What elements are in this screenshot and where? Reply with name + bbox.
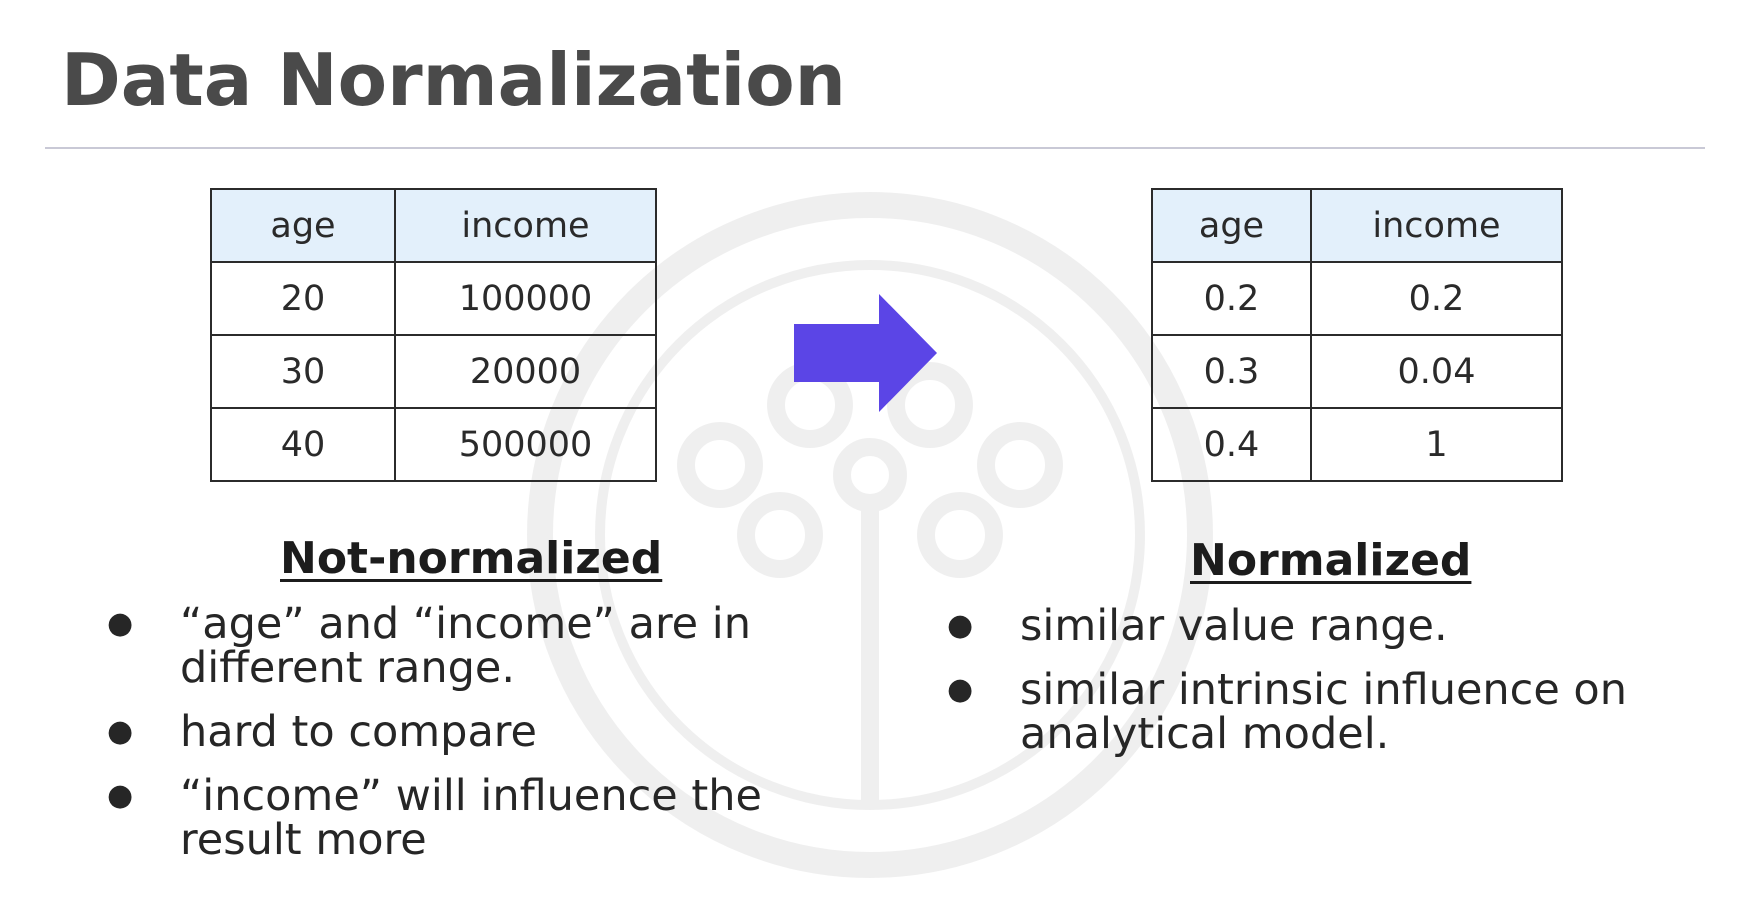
- normalized-heading: Normalized: [1190, 535, 1472, 586]
- header-income: income: [394, 188, 657, 263]
- cell-age: 0.2: [1151, 261, 1312, 336]
- list-item-text: similar intrinsic influence on analytica…: [1020, 665, 1627, 759]
- table-header-row: age income: [1151, 188, 1563, 263]
- normalized-bullet-list: ● similar value range. ● similar intrinsic…: [947, 601, 1660, 776]
- table-row: 40 500000: [210, 407, 657, 482]
- list-item: ● similar intrinsic influence on analytic…: [947, 665, 1660, 759]
- cell-age: 0.4: [1151, 407, 1312, 482]
- bullet-icon: ●: [107, 606, 134, 641]
- table-row: 0.4 1: [1151, 407, 1563, 482]
- cell-age: 20: [210, 261, 396, 336]
- cell-income: 20000: [394, 334, 657, 409]
- table-header-row: age income: [210, 188, 657, 263]
- table-row: 0.2 0.2: [1151, 261, 1563, 336]
- list-item-text: hard to compare: [180, 707, 537, 757]
- normalized-table: age income 0.2 0.2 0.3 0.04 0.4 1: [1151, 188, 1563, 482]
- list-item-text: “age” and “income” are in different rang…: [180, 599, 752, 693]
- list-item-text: “income” will influence the result more: [180, 771, 762, 865]
- not-normalized-bullet-list: ● “age” and “income” are in different ran…: [107, 599, 840, 882]
- cell-age: 0.3: [1151, 334, 1312, 409]
- right-arrow-icon: [794, 294, 937, 412]
- bullet-icon: ●: [947, 608, 974, 643]
- list-item: ● “age” and “income” are in different ran…: [107, 599, 840, 693]
- cell-income: 0.2: [1310, 261, 1563, 336]
- cell-income: 100000: [394, 261, 657, 336]
- watermark-logo-icon: [527, 192, 1213, 878]
- cell-income: 0.04: [1310, 334, 1563, 409]
- list-item: ● hard to compare: [107, 707, 840, 757]
- bullet-icon: ●: [107, 714, 134, 749]
- not-normalized-table: age income 20 100000 30 20000 40 500000: [210, 188, 657, 482]
- cell-income: 1: [1310, 407, 1563, 482]
- title-divider: [45, 147, 1705, 149]
- cell-age: 40: [210, 407, 396, 482]
- page-title: Data Normalization: [61, 38, 846, 122]
- list-item: ● similar value range.: [947, 601, 1660, 651]
- not-normalized-heading: Not-normalized: [280, 533, 663, 584]
- list-item: ● “income” will influence the result more: [107, 771, 840, 865]
- list-item-text: similar value range.: [1020, 601, 1448, 651]
- header-income: income: [1310, 188, 1563, 263]
- header-age: age: [1151, 188, 1312, 263]
- cell-income: 500000: [394, 407, 657, 482]
- header-age: age: [210, 188, 396, 263]
- table-row: 30 20000: [210, 334, 657, 409]
- table-row: 0.3 0.04: [1151, 334, 1563, 409]
- bullet-icon: ●: [107, 778, 134, 813]
- bullet-icon: ●: [947, 672, 974, 707]
- cell-age: 30: [210, 334, 396, 409]
- table-row: 20 100000: [210, 261, 657, 336]
